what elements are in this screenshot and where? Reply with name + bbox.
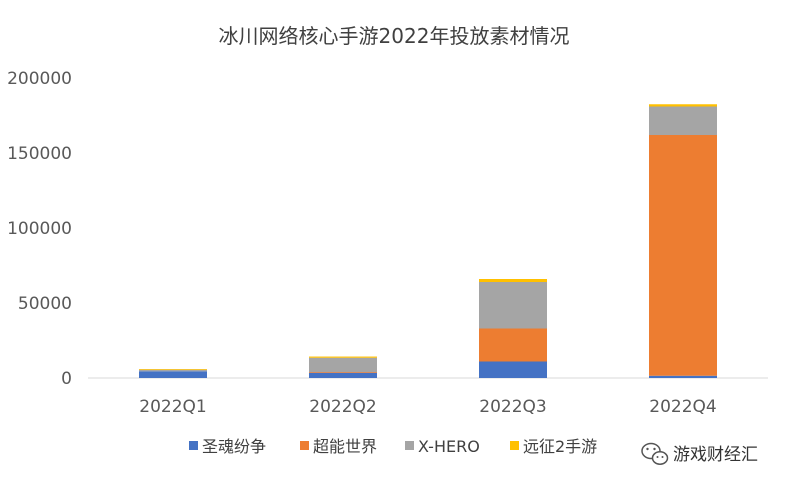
bar-segment bbox=[649, 375, 717, 378]
legend-swatch bbox=[405, 441, 414, 450]
y-axis-ticks: 0 50000 100000 150000 200000 bbox=[7, 69, 72, 389]
bar-segment bbox=[309, 357, 377, 372]
bar-segment bbox=[479, 282, 547, 329]
bar-segment bbox=[139, 371, 207, 378]
wechat-icon bbox=[641, 442, 669, 465]
x-tick-label: 2022Q4 bbox=[649, 397, 716, 417]
y-tick-label: 150000 bbox=[7, 144, 72, 164]
bar-segment bbox=[479, 279, 547, 282]
x-tick-label: 2022Q1 bbox=[139, 397, 206, 417]
bars bbox=[139, 104, 717, 378]
y-tick-label: 0 bbox=[61, 369, 72, 389]
x-tick-label: 2022Q3 bbox=[479, 397, 546, 417]
y-tick-label: 50000 bbox=[18, 294, 72, 314]
legend-label: X-HERO bbox=[418, 437, 480, 456]
y-tick-label: 200000 bbox=[7, 69, 72, 89]
legend-swatch bbox=[189, 441, 198, 450]
bar-segment bbox=[139, 369, 207, 372]
legend-swatch bbox=[510, 441, 519, 450]
bar-segment bbox=[649, 106, 717, 135]
y-tick-label: 100000 bbox=[7, 219, 72, 239]
legend-swatch bbox=[300, 441, 309, 450]
bar-segment bbox=[479, 328, 547, 362]
legend-label: 远征2手游 bbox=[523, 437, 597, 456]
watermark-text: 游戏财经汇 bbox=[673, 445, 758, 465]
bar-segment bbox=[309, 372, 377, 373]
bar-segment bbox=[479, 361, 547, 378]
bar-segment bbox=[649, 135, 717, 376]
chart-title: 冰川网络核心手游2022年投放素材情况 bbox=[219, 24, 570, 48]
bar-segment bbox=[309, 372, 377, 378]
x-axis-ticks: 2022Q1 2022Q2 2022Q3 2022Q4 bbox=[139, 397, 716, 417]
watermark: 游戏财经汇 bbox=[641, 442, 758, 465]
bar-segment bbox=[309, 356, 377, 358]
x-tick-label: 2022Q2 bbox=[309, 397, 376, 417]
bar-segment bbox=[139, 369, 207, 370]
bar-segment bbox=[649, 104, 717, 107]
legend-label: 圣魂纷争 bbox=[202, 437, 266, 456]
legend-label: 超能世界 bbox=[313, 437, 377, 456]
legend: 圣魂纷争 超能世界 X-HERO 远征2手游 bbox=[189, 437, 597, 456]
